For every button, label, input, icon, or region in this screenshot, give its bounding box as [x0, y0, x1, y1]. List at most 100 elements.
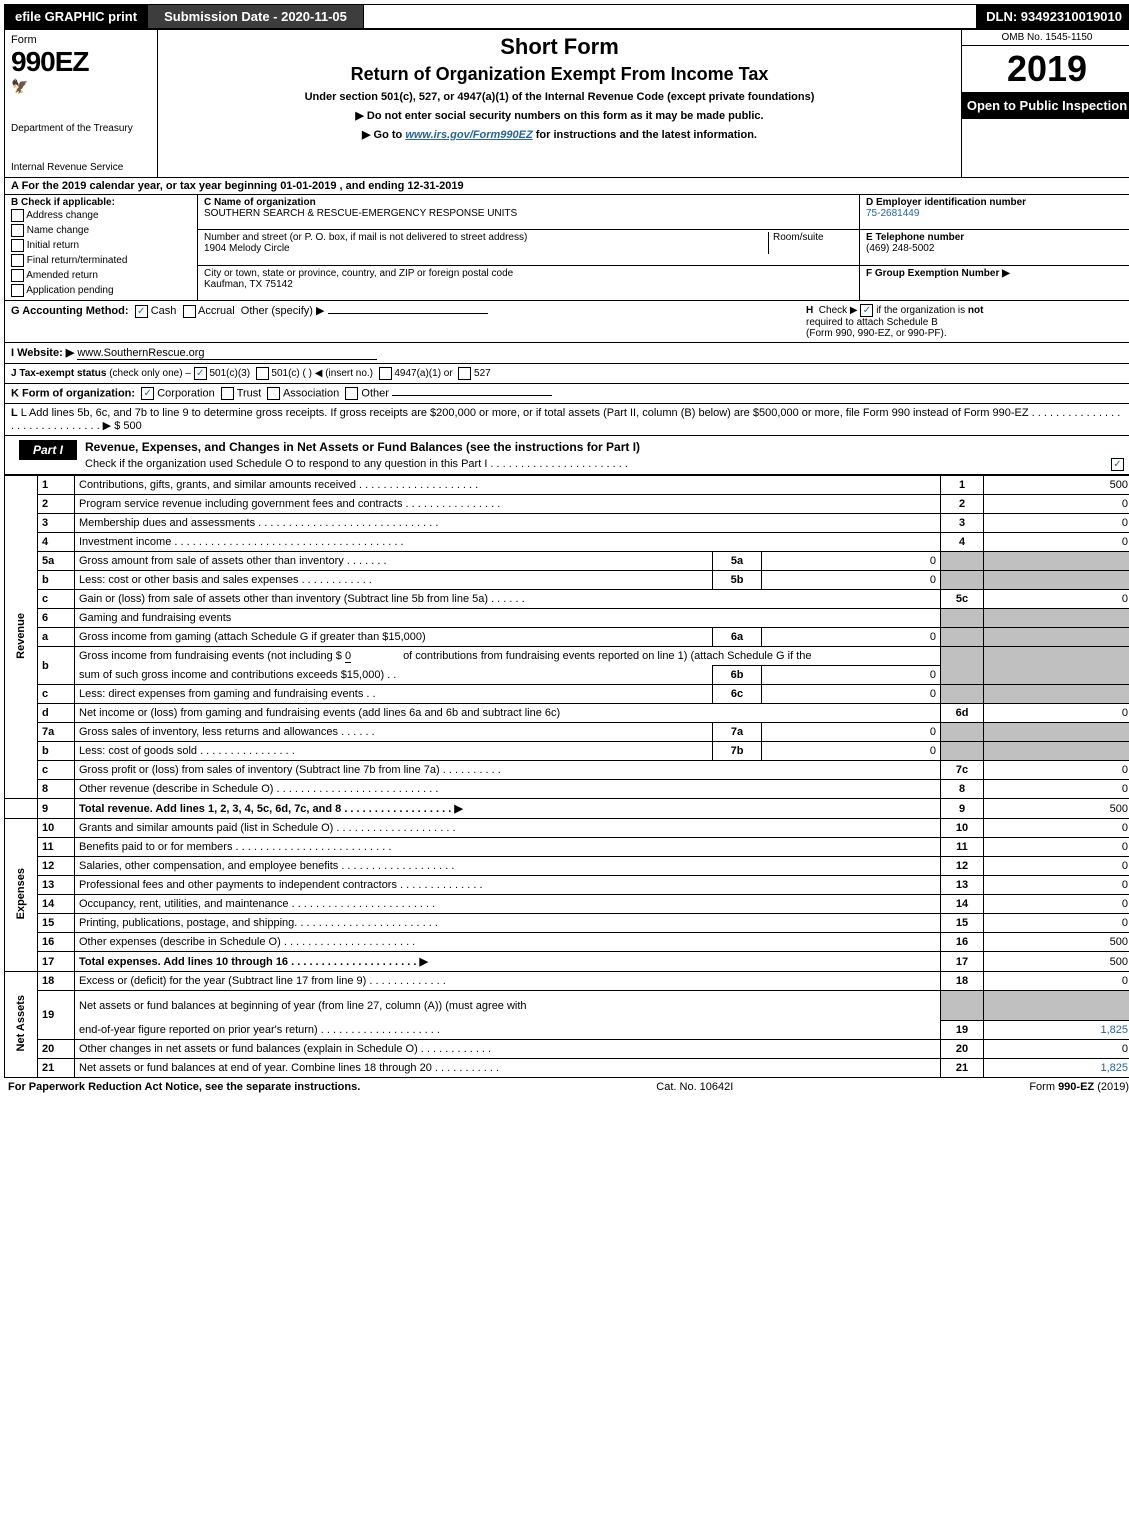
line-amount: 0 — [984, 704, 1129, 723]
sub-box: 5a — [713, 552, 762, 571]
section-k: K Form of organization: ✓ Corporation Tr… — [4, 384, 1129, 404]
line-num: 6 — [38, 609, 75, 628]
line-num: c — [38, 685, 75, 704]
line-ref: 9 — [941, 799, 984, 819]
chk-final-return[interactable]: Final return/terminated — [11, 253, 191, 268]
line-amount: 500 — [984, 952, 1129, 972]
page-footer: For Paperwork Reduction Act Notice, see … — [4, 1078, 1129, 1093]
sub-value: 0 — [762, 666, 941, 685]
line-amount: 0 — [984, 838, 1129, 857]
line-amount-grey — [984, 552, 1129, 571]
chk-application-pending[interactable]: Application pending — [11, 283, 191, 298]
line-13: 13 Professional fees and other payments … — [5, 876, 1129, 895]
line-amount: 0 — [984, 514, 1129, 533]
footer-right: Form 990-EZ (2019) — [1029, 1081, 1129, 1093]
under-section-text: Under section 501(c), 527, or 4947(a)(1)… — [164, 91, 955, 103]
part-i-header: Part I Revenue, Expenses, and Changes in… — [4, 436, 1129, 475]
line-amount: 500 — [984, 476, 1129, 495]
line-ref: 1 — [941, 476, 984, 495]
chk-amended-return[interactable]: Amended return — [11, 268, 191, 283]
sub-box: 6c — [713, 685, 762, 704]
line-num: 7a — [38, 723, 75, 742]
line-8: 8 Other revenue (describe in Schedule O)… — [5, 780, 1129, 799]
chk-4947[interactable] — [379, 367, 392, 380]
chk-501c[interactable] — [256, 367, 269, 380]
section-j: J Tax-exempt status (check only one) ‒ ✓… — [4, 364, 1129, 384]
footer-left: For Paperwork Reduction Act Notice, see … — [8, 1081, 360, 1093]
line-num: 5a — [38, 552, 75, 571]
sub-box: 6b — [713, 666, 762, 685]
line-amount: 1,825 — [984, 1021, 1129, 1040]
sub-box: 6a — [713, 628, 762, 647]
sub-box: 7a — [713, 723, 762, 742]
line-amount: 0 — [984, 495, 1129, 514]
line-amount: 0 — [984, 1040, 1129, 1059]
line-3: 3 Membership dues and assessments . . . … — [5, 514, 1129, 533]
sub-value: 0 — [762, 552, 941, 571]
line-num: 1 — [38, 476, 75, 495]
part-i-title: Revenue, Expenses, and Changes in Net As… — [77, 436, 1129, 458]
short-form-title: Short Form — [164, 34, 955, 60]
chk-address-change[interactable]: Address change — [11, 208, 191, 223]
chk-association[interactable] — [267, 387, 280, 400]
sub-value: 0 — [762, 723, 941, 742]
telephone-value: (469) 248-5002 — [866, 243, 934, 254]
chk-accrual[interactable] — [183, 305, 196, 318]
form-meta-cell: OMB No. 1545-1150 2019 Open to Public In… — [962, 30, 1129, 178]
line-desc: Gain or (loss) from sale of assets other… — [75, 590, 941, 609]
line-ref-grey — [941, 742, 984, 761]
line-desc: Gross profit or (loss) from sales of inv… — [75, 761, 941, 780]
section-e-label: E Telephone number — [866, 232, 964, 243]
line-14: 14 Occupancy, rent, utilities, and maint… — [5, 895, 1129, 914]
other-specify-input[interactable] — [328, 313, 488, 314]
chk-corporation[interactable]: ✓ — [141, 387, 154, 400]
line-amount-grey — [984, 742, 1129, 761]
sub-box: 7b — [713, 742, 762, 761]
line-amount-grey — [984, 609, 1129, 628]
section-d-label: D Employer identification number — [866, 197, 1026, 208]
chk-trust[interactable] — [221, 387, 234, 400]
section-l: L L Add lines 5b, 6c, and 7b to line 9 t… — [4, 404, 1129, 436]
section-c-label: C Name of organization — [204, 197, 316, 208]
efile-print-button[interactable]: efile GRAPHIC print — [5, 5, 148, 28]
chk-initial-return[interactable]: Initial return — [11, 238, 191, 253]
line-desc: Less: cost or other basis and sales expe… — [75, 571, 713, 590]
j-opt4: 527 — [474, 368, 491, 379]
k-trust: Trust — [237, 387, 262, 399]
chk-schedule-o-part-i[interactable]: ✓ — [1111, 458, 1124, 471]
line-11: 11 Benefits paid to or for members . . .… — [5, 838, 1129, 857]
line-num: 20 — [38, 1040, 75, 1059]
chk-501c3[interactable]: ✓ — [194, 367, 207, 380]
line-ref-grey — [941, 991, 984, 1021]
line-desc: Less: direct expenses from gaming and fu… — [75, 685, 713, 704]
chk-other-org[interactable] — [345, 387, 358, 400]
line-20: 20 Other changes in net assets or fund b… — [5, 1040, 1129, 1059]
chk-name-change[interactable]: Name change — [11, 223, 191, 238]
line-amount: 1,825 — [984, 1059, 1129, 1078]
goto-prefix: ▶ Go to — [362, 129, 402, 141]
line-ref-grey — [941, 552, 984, 571]
line-21: 21 Net assets or fund balances at end of… — [5, 1059, 1129, 1078]
website-value[interactable]: www.SouthernRescue.org — [77, 347, 377, 360]
line-6c: c Less: direct expenses from gaming and … — [5, 685, 1129, 704]
chk-schedule-b[interactable]: ✓ — [860, 304, 873, 317]
section-d-cell: D Employer identification number 75-2681… — [860, 195, 1129, 230]
line-ref: 6d — [941, 704, 984, 723]
chk-cash[interactable]: ✓ — [135, 305, 148, 318]
line-amount-grey — [984, 991, 1129, 1021]
line-desc: Benefits paid to or for members . . . . … — [75, 838, 941, 857]
line-num: 15 — [38, 914, 75, 933]
k-other-input[interactable] — [392, 395, 552, 396]
k-corp: Corporation — [157, 387, 214, 399]
line-num: 17 — [38, 952, 75, 972]
submission-date-button[interactable]: Submission Date - 2020-11-05 — [148, 5, 364, 28]
line-amount-grey — [984, 628, 1129, 647]
line-num: 2 — [38, 495, 75, 514]
form-header-table: Form 990EZ 🦅 Department of the Treasury … — [4, 29, 1129, 178]
goto-link[interactable]: www.irs.gov/Form990EZ — [405, 129, 532, 141]
line-desc: Gross amount from sale of assets other t… — [75, 552, 713, 571]
line-num: 16 — [38, 933, 75, 952]
chk-527[interactable] — [458, 367, 471, 380]
line-num: 21 — [38, 1059, 75, 1078]
section-b-cell: B Check if applicable: Address change Na… — [5, 195, 198, 301]
